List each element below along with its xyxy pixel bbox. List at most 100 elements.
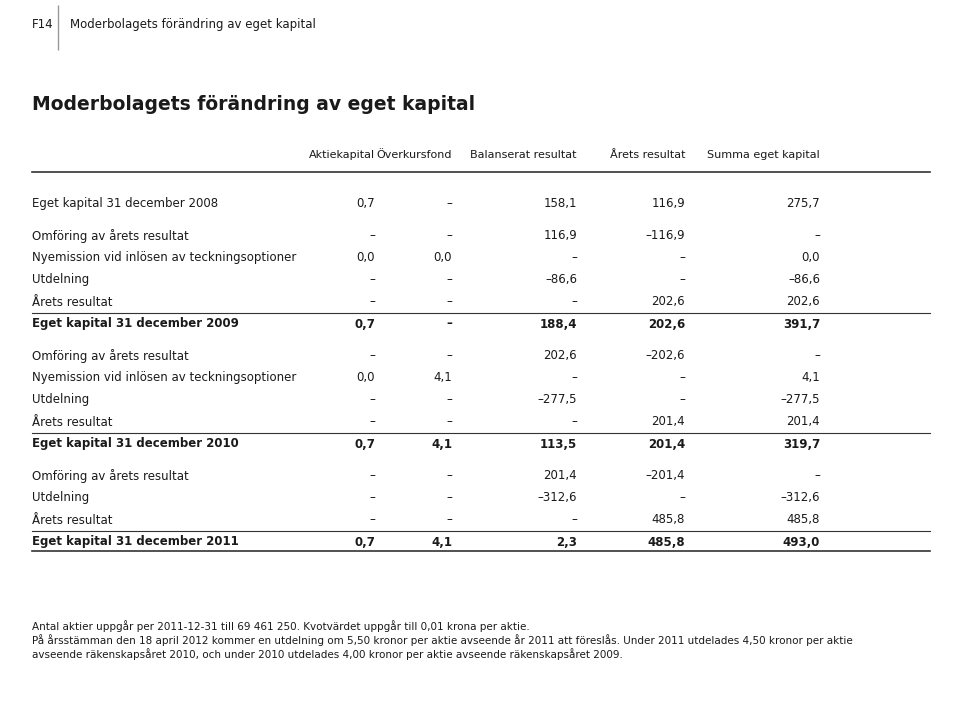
Text: –: – [370, 229, 375, 243]
Text: Utdelning: Utdelning [32, 491, 89, 505]
Text: 0,0: 0,0 [356, 251, 375, 265]
Text: Summa eget kapital: Summa eget kapital [708, 150, 820, 160]
Text: Eget kapital 31 december 2008: Eget kapital 31 december 2008 [32, 197, 218, 210]
Text: –: – [679, 273, 685, 287]
Text: 116,9: 116,9 [543, 229, 577, 243]
Text: –277,5: –277,5 [780, 393, 820, 407]
Text: Omföring av årets resultat: Omföring av årets resultat [32, 349, 189, 363]
Text: –: – [370, 469, 375, 483]
Text: –86,6: –86,6 [788, 273, 820, 287]
Text: 202,6: 202,6 [652, 295, 685, 309]
Text: Årets resultat: Årets resultat [32, 513, 112, 527]
Text: 0,0: 0,0 [356, 371, 375, 385]
Text: –312,6: –312,6 [538, 491, 577, 505]
Text: 0,0: 0,0 [434, 251, 452, 265]
Text: Eget kapital 31 december 2010: Eget kapital 31 december 2010 [32, 437, 239, 451]
Text: –: – [679, 491, 685, 505]
Text: 2,3: 2,3 [556, 535, 577, 549]
Text: 202,6: 202,6 [543, 349, 577, 363]
Text: –: – [446, 393, 452, 407]
Text: –: – [370, 393, 375, 407]
Text: –: – [446, 317, 452, 330]
Text: –: – [814, 229, 820, 243]
Text: 391,7: 391,7 [782, 317, 820, 330]
Text: –: – [446, 197, 452, 210]
Text: 202,6: 202,6 [786, 295, 820, 309]
Text: Moderbolagets förändring av eget kapital: Moderbolagets förändring av eget kapital [70, 18, 316, 31]
Text: –: – [370, 349, 375, 363]
Text: Eget kapital 31 december 2009: Eget kapital 31 december 2009 [32, 317, 239, 330]
Text: avseende räkenskapsåret 2010, och under 2010 utdelades 4,00 kronor per aktie avs: avseende räkenskapsåret 2010, och under … [32, 648, 623, 660]
Text: 493,0: 493,0 [782, 535, 820, 549]
Text: –: – [571, 295, 577, 309]
Text: 275,7: 275,7 [786, 197, 820, 210]
Text: 485,8: 485,8 [786, 513, 820, 527]
Text: –: – [446, 415, 452, 429]
Text: –: – [679, 251, 685, 265]
Text: 485,8: 485,8 [652, 513, 685, 527]
Text: –: – [446, 229, 452, 243]
Text: 113,5: 113,5 [540, 437, 577, 451]
Text: 0,7: 0,7 [354, 437, 375, 451]
Text: 0,7: 0,7 [354, 317, 375, 330]
Text: Omföring av årets resultat: Omföring av årets resultat [32, 229, 189, 243]
Text: 4,1: 4,1 [431, 437, 452, 451]
Text: 202,6: 202,6 [648, 317, 685, 330]
Text: 158,1: 158,1 [543, 197, 577, 210]
Text: 201,4: 201,4 [648, 437, 685, 451]
Text: –: – [679, 371, 685, 385]
Text: Omföring av årets resultat: Omföring av årets resultat [32, 469, 189, 483]
Text: 4,1: 4,1 [433, 371, 452, 385]
Text: F14: F14 [32, 18, 54, 31]
Text: Aktiekapital: Aktiekapital [309, 150, 375, 160]
Text: –: – [679, 393, 685, 407]
Text: –312,6: –312,6 [780, 491, 820, 505]
Text: På årsstämman den 18 april 2012 kommer en utdelning om 5,50 kronor per aktie avs: På årsstämman den 18 april 2012 kommer e… [32, 634, 852, 646]
Text: 201,4: 201,4 [652, 415, 685, 429]
Text: Överkursfond: Överkursfond [376, 150, 452, 160]
Text: –116,9: –116,9 [645, 229, 685, 243]
Text: 188,4: 188,4 [540, 317, 577, 330]
Text: Nyemission vid inlösen av teckningsoptioner: Nyemission vid inlösen av teckningsoptio… [32, 251, 297, 265]
Text: –: – [814, 349, 820, 363]
Text: –: – [814, 469, 820, 483]
Text: 0,7: 0,7 [354, 535, 375, 549]
Text: Antal aktier uppgår per 2011-12-31 till 69 461 250. Kvotvärdet uppgår till 0,01 : Antal aktier uppgår per 2011-12-31 till … [32, 620, 530, 632]
Text: 201,4: 201,4 [543, 469, 577, 483]
Text: –: – [446, 273, 452, 287]
Text: –: – [446, 295, 452, 309]
Text: –277,5: –277,5 [538, 393, 577, 407]
Text: –: – [446, 513, 452, 527]
Text: 319,7: 319,7 [782, 437, 820, 451]
Text: –: – [571, 371, 577, 385]
Text: Årets resultat: Årets resultat [610, 150, 685, 160]
Text: –202,6: –202,6 [645, 349, 685, 363]
Text: Eget kapital 31 december 2011: Eget kapital 31 december 2011 [32, 535, 239, 549]
Text: 485,8: 485,8 [647, 535, 685, 549]
Text: –: – [571, 251, 577, 265]
Text: 201,4: 201,4 [786, 415, 820, 429]
Text: –: – [571, 513, 577, 527]
Text: Årets resultat: Årets resultat [32, 415, 112, 429]
Text: 4,1: 4,1 [802, 371, 820, 385]
Text: –: – [370, 513, 375, 527]
Text: –: – [370, 491, 375, 505]
Text: –: – [370, 415, 375, 429]
Text: 0,0: 0,0 [802, 251, 820, 265]
Text: Balanserat resultat: Balanserat resultat [470, 150, 577, 160]
Text: –: – [446, 469, 452, 483]
Text: –201,4: –201,4 [645, 469, 685, 483]
Text: –: – [370, 273, 375, 287]
Text: Utdelning: Utdelning [32, 273, 89, 287]
Text: Nyemission vid inlösen av teckningsoptioner: Nyemission vid inlösen av teckningsoptio… [32, 371, 297, 385]
Text: 116,9: 116,9 [651, 197, 685, 210]
Text: 0,7: 0,7 [356, 197, 375, 210]
Text: –: – [571, 415, 577, 429]
Text: Moderbolagets förändring av eget kapital: Moderbolagets förändring av eget kapital [32, 95, 475, 114]
Text: –86,6: –86,6 [545, 273, 577, 287]
Text: –: – [446, 349, 452, 363]
Text: –: – [370, 295, 375, 309]
Text: –: – [446, 491, 452, 505]
Text: Årets resultat: Årets resultat [32, 295, 112, 309]
Text: Utdelning: Utdelning [32, 393, 89, 407]
